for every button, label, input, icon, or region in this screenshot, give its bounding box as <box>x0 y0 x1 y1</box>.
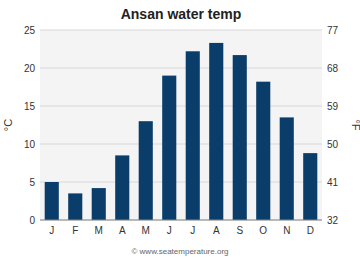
bar <box>280 117 294 220</box>
bar <box>162 76 176 220</box>
title: Ansan water temp <box>121 6 242 22</box>
bar <box>68 193 82 220</box>
y-tick-label: 25 <box>24 25 36 36</box>
x-tick-label: A <box>213 225 220 236</box>
y2-tick-label: 50 <box>327 139 339 150</box>
y2-tick-label: 41 <box>327 177 339 188</box>
y-tick-label: 10 <box>24 139 36 150</box>
grid-line <box>40 220 322 221</box>
x-tick-label: A <box>119 225 126 236</box>
x-axis-line <box>40 220 322 221</box>
bars <box>45 43 318 220</box>
chart: 0 5 10 15 20 25 32 41 50 59 68 77 J F M A M J J A S O N D °C °F An… <box>0 0 360 260</box>
grid-line <box>40 30 322 31</box>
x-tick-label: S <box>236 225 243 236</box>
bar <box>92 188 106 220</box>
bar <box>233 55 247 220</box>
y2-tick-label: 77 <box>327 25 339 36</box>
y-tick-label: 5 <box>29 177 35 188</box>
grid-line <box>40 68 322 69</box>
bar <box>186 51 200 220</box>
x-tick-label: N <box>283 225 290 236</box>
x-tick-label: M <box>95 225 103 236</box>
y-tick-label: 20 <box>24 63 36 74</box>
bar <box>209 43 223 220</box>
x-tick-label: F <box>72 225 78 236</box>
grid-line <box>40 106 322 107</box>
annotation: © www.seatemperature.org <box>131 247 228 256</box>
plot-area <box>40 30 322 220</box>
bar <box>45 182 59 220</box>
y2-tick-label: 68 <box>327 63 339 74</box>
bar <box>256 82 270 220</box>
x-tick-label: D <box>307 225 314 236</box>
x-tick-label: J <box>190 225 195 236</box>
x-tick-label: J <box>167 225 172 236</box>
y2-axis-label: °F <box>350 119 360 130</box>
bar <box>303 153 317 220</box>
bar <box>139 121 153 220</box>
bar <box>115 155 129 220</box>
y-axis-label: °C <box>2 119 14 131</box>
y-tick-label: 15 <box>24 101 36 112</box>
x-tick-label: M <box>142 225 150 236</box>
x-tick-label: O <box>259 225 267 236</box>
y-tick-label: 0 <box>29 215 35 226</box>
x-tick-label: J <box>49 225 54 236</box>
y2-tick-label: 59 <box>327 101 339 112</box>
y2-tick-label: 32 <box>327 215 339 226</box>
